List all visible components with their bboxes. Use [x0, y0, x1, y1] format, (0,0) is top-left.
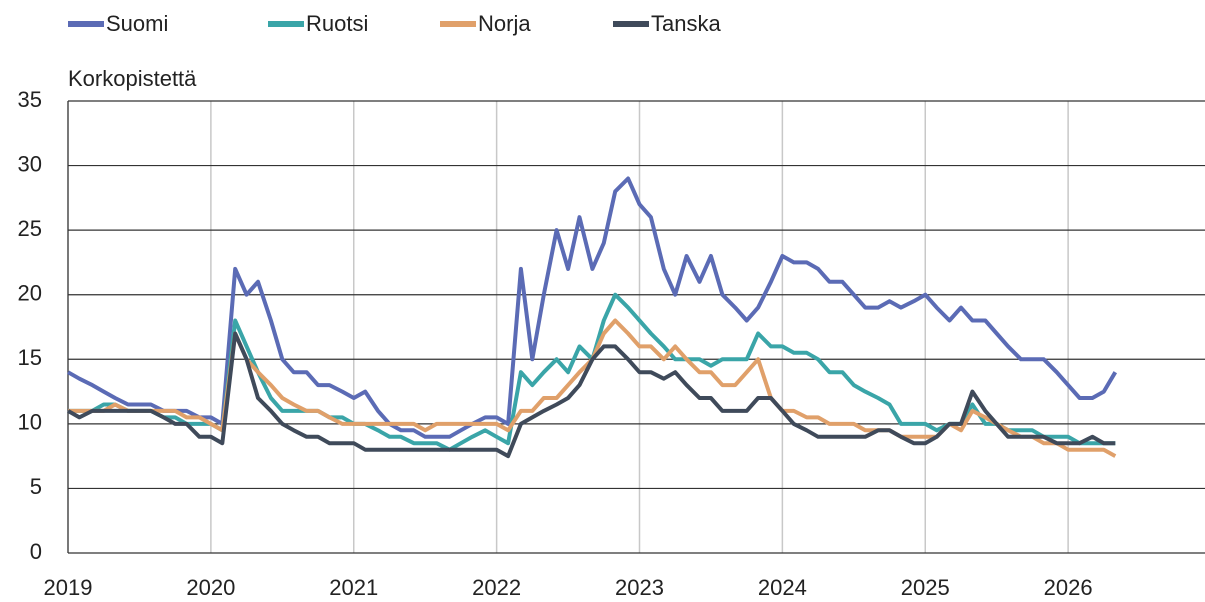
y-axis-label: Korkopistettä: [68, 66, 197, 91]
legend-label: Norja: [478, 11, 531, 36]
y-tick-label: 25: [18, 216, 42, 241]
line-tanska: [67, 331, 1116, 459]
x-tick-label: 2023: [615, 575, 664, 600]
x-tick-label: 2026: [1044, 575, 1093, 600]
y-tick-label: 5: [30, 474, 42, 499]
x-tick-label: 2020: [186, 575, 235, 600]
x-tick-label: 2021: [329, 575, 378, 600]
y-tick-label: 0: [30, 539, 42, 564]
x-tick-label: 2019: [44, 575, 93, 600]
x-tick-label: 2022: [472, 575, 521, 600]
y-tick-label: 10: [18, 410, 42, 435]
line-suomi: [67, 176, 1118, 439]
legend-label: Suomi: [106, 11, 168, 36]
x-tick-label: 2024: [758, 575, 807, 600]
legend-label: Tanska: [651, 11, 721, 36]
y-tick-label: 30: [18, 151, 42, 176]
y-tick-label: 15: [18, 345, 42, 370]
x-tick-label: 2025: [901, 575, 950, 600]
legend-label: Ruotsi: [306, 11, 368, 36]
y-tick-label: 20: [18, 281, 42, 306]
y-tick-label: 35: [18, 87, 42, 112]
